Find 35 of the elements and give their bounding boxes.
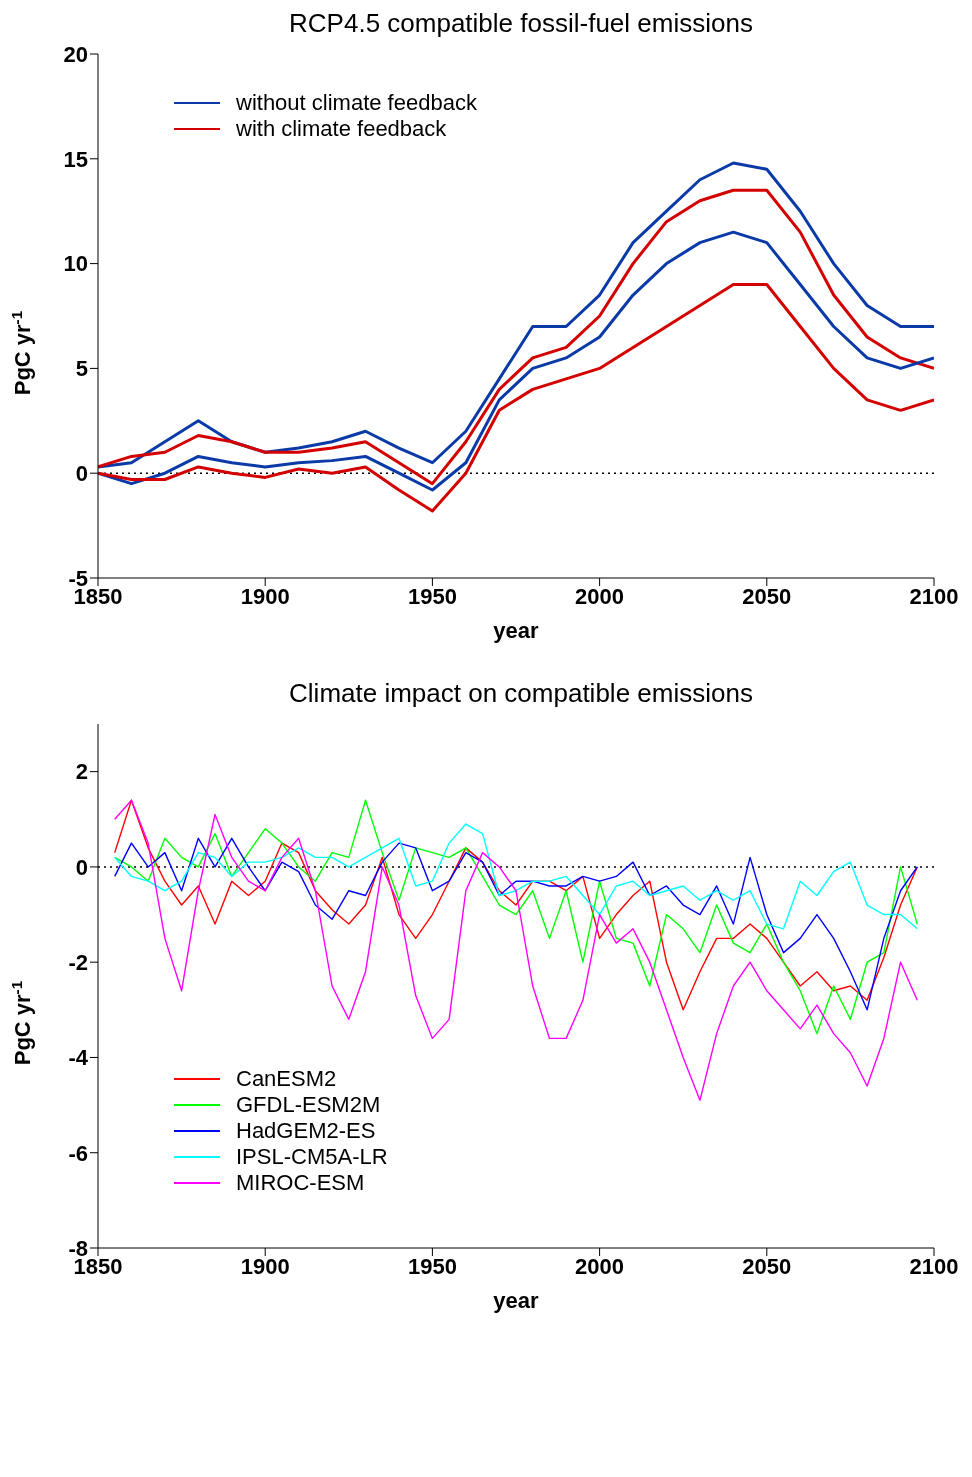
legend-label: HadGEM2-ES <box>236 1118 376 1144</box>
x-axis-title: year <box>493 1288 540 1313</box>
line-series <box>98 283 934 513</box>
x-tick-label: 2100 <box>909 583 959 609</box>
y-tick-label: -4 <box>68 1045 89 1071</box>
y-tick-label: -2 <box>68 949 88 975</box>
y-tick-label: 20 <box>63 41 88 67</box>
x-tick-label: 1950 <box>407 583 457 609</box>
x-tick-label: 2050 <box>742 1253 792 1279</box>
x-tick-label: 1900 <box>240 1253 290 1279</box>
line-series <box>114 837 918 1011</box>
x-tick-label: 2050 <box>742 583 792 609</box>
legend-label: CanESM2 <box>236 1066 337 1092</box>
x-tick-label: 1900 <box>240 583 290 609</box>
legend-label: with climate feedback <box>236 116 447 142</box>
y-tick-label: 0 <box>75 854 88 880</box>
x-axis-title: year <box>493 618 540 643</box>
chart-title: RCP4.5 compatible fossil-fuel emissions <box>288 8 754 38</box>
y-tick-label: -6 <box>68 1140 88 1166</box>
y-tick-label: 0 <box>75 461 88 487</box>
legend-label: GFDL-ESM2M <box>236 1092 381 1118</box>
legend-label: without climate feedback <box>236 90 477 116</box>
y-tick-label: 5 <box>75 356 88 382</box>
line-series <box>114 823 918 930</box>
legend-label: MIROC-ESM <box>236 1170 365 1196</box>
x-tick-label: 2100 <box>909 1253 959 1279</box>
x-tick-label: 2000 <box>575 1253 625 1279</box>
x-tick-label: 2000 <box>575 583 625 609</box>
chart-title: Climate impact on compatible emissions <box>288 678 754 708</box>
line-series <box>98 230 934 492</box>
y-tick-label: 2 <box>75 759 88 785</box>
y-tick-label: 15 <box>63 146 88 172</box>
x-tick-label: 1950 <box>407 1253 457 1279</box>
y-tick-label: 10 <box>63 251 88 277</box>
legend-label: IPSL-CM5A-LR <box>236 1144 388 1170</box>
